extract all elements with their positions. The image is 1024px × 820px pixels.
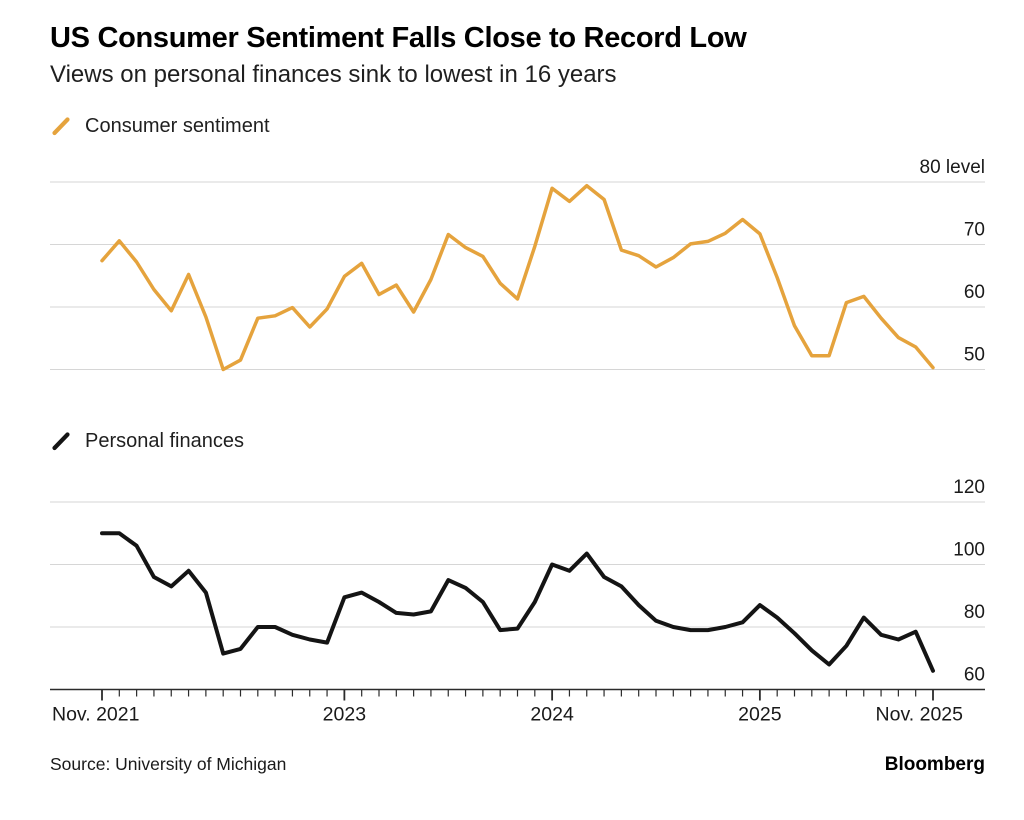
- y-tick-label: 100: [953, 540, 985, 561]
- y-tick-label: 80 level: [920, 157, 986, 178]
- x-tick-label: 2025: [738, 704, 782, 726]
- bloomberg-logo: Bloomberg: [884, 754, 985, 776]
- legend-label-personal-finances: Personal finances: [85, 429, 244, 452]
- sentiment-line-series: [100, 184, 935, 372]
- finances-line-swatch-icon: [52, 432, 70, 451]
- personal-finances-chart: 120 100 80 60 Nov. 2021 2023 2024 2025 Nov. 2025: [50, 460, 985, 730]
- consumer-sentiment-plot: 80 level 70 60 50: [50, 157, 986, 372]
- x-tick-label: Nov. 2021: [52, 704, 139, 726]
- y-tick-label: 60: [964, 282, 985, 303]
- sentiment-line-swatch-icon: [52, 117, 70, 136]
- legend-personal-finances: Personal finances: [50, 429, 985, 453]
- y-tick-label: 70: [964, 220, 985, 241]
- x-tick-label: 2024: [530, 704, 574, 726]
- page-subtitle: Views on personal finances sink to lowes…: [50, 61, 617, 89]
- y-tick-label: 60: [964, 665, 985, 686]
- page-title: US Consumer Sentiment Falls Close to Rec…: [50, 22, 747, 54]
- personal-finances-plot: 120 100 80 60 Nov. 2021 2023 2024 2025 Nov. 2025: [50, 477, 985, 726]
- x-tick-label: 2023: [323, 704, 366, 726]
- footer: Source: University of Michigan Bloomberg: [50, 754, 985, 776]
- legend-consumer-sentiment: Consumer sentiment: [50, 114, 985, 138]
- finances-line-series: [100, 531, 935, 673]
- x-tick-label: Nov. 2025: [876, 704, 964, 726]
- source-note: Source: University of Michigan: [50, 754, 287, 775]
- y-tick-label: 80: [964, 602, 985, 623]
- consumer-sentiment-chart: 80 level 70 60 50: [50, 151, 985, 391]
- legend-label-consumer-sentiment: Consumer sentiment: [85, 114, 270, 137]
- y-tick-label: 120: [953, 477, 985, 498]
- y-tick-label: 50: [964, 345, 985, 366]
